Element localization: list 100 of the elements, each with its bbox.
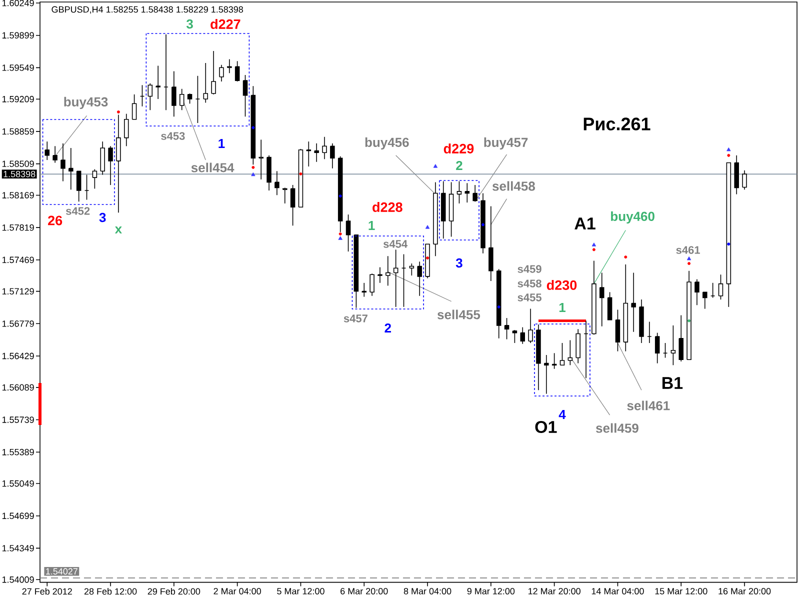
annotation: 2: [456, 160, 462, 170]
annotation: s457: [344, 314, 368, 322]
x-tick-label: 12 Mar 20:00: [528, 588, 580, 594]
annotation: Рис.261: [584, 118, 650, 130]
candlestick: [195, 76, 200, 124]
candlestick: [456, 180, 462, 204]
point: [425, 225, 430, 229]
candlestick: [203, 62, 208, 104]
x-tick-label: 2 Mar 04:00: [214, 588, 261, 594]
y-tick-label: 1.55049: [2, 480, 34, 487]
y-tick-label: 1.56429: [2, 352, 34, 360]
annotation: sell458: [492, 181, 535, 191]
point: [624, 256, 628, 259]
point: [251, 172, 256, 176]
x-tick-label: 15 Mar 12:00: [655, 588, 708, 594]
annotation: s461: [676, 246, 700, 254]
point: [727, 242, 730, 246]
candlestick: [599, 272, 604, 327]
y-tick-label: 1.54349: [2, 545, 34, 552]
y-tick-label: 1.58169: [2, 192, 34, 198]
y-tick-label: 1.58509: [2, 160, 34, 167]
x-tick-label: 28 Feb 12:00: [84, 588, 137, 595]
candlestick: [116, 114, 121, 214]
annotation: x: [114, 226, 122, 234]
candlestick: [84, 174, 90, 200]
candlestick: [378, 266, 382, 284]
annotation: s458: [518, 280, 542, 288]
annotation: 1: [559, 303, 566, 312]
annotation: d227: [210, 19, 240, 29]
point: [592, 248, 596, 252]
point: [727, 154, 730, 157]
candlestick: [488, 206, 494, 282]
chart-title: GBPUSD,H4 1.58255 1.58438 1.58229 1.58398: [52, 6, 244, 14]
y-tick-label: 1.57819: [2, 224, 34, 231]
candlestick: [362, 282, 367, 298]
candlestick: [322, 136, 327, 160]
x-tick-label: 14 Mar 04:00: [592, 588, 644, 594]
y-tick-label: 1.59209: [2, 96, 34, 102]
candlestick: [584, 320, 588, 378]
annotation: 1: [218, 139, 225, 148]
candlestick: [172, 70, 176, 117]
candlestick: [140, 84, 145, 107]
annotation: sell459: [596, 423, 638, 433]
annotation: buy456: [365, 137, 409, 150]
point: [252, 166, 255, 169]
candlestick: [52, 146, 58, 164]
point: [299, 172, 302, 176]
candlestick: [536, 324, 541, 390]
annotation: O1: [535, 420, 557, 434]
ref-line-label: 1.58398: [4, 170, 36, 178]
candlestick: [734, 154, 739, 195]
x-tick-label: 27 Feb 2012: [22, 588, 72, 595]
candlestick: [108, 146, 113, 186]
y-tick-label: 1.54009: [2, 576, 34, 583]
annotation: d229: [444, 144, 474, 154]
x-tick-label: 8 Mar 04:00: [404, 588, 452, 594]
annotation: s459: [518, 265, 542, 273]
annotation: 3: [99, 212, 106, 222]
y-tick-label: 1.59549: [2, 64, 34, 71]
annotation: sell454: [191, 162, 234, 172]
annotation: d228: [372, 202, 402, 212]
candlestick: [330, 142, 335, 169]
candlestick: [124, 113, 129, 147]
y-tick-label: 1.59899: [2, 32, 34, 39]
annotation: 26: [48, 216, 62, 226]
candlestick: [440, 180, 446, 239]
candlestick: [647, 321, 652, 344]
y-tick-label: 1.57129: [2, 288, 34, 295]
candlestick: [662, 342, 668, 358]
point: [688, 319, 691, 322]
point: [338, 194, 342, 198]
point: [338, 236, 342, 240]
ref-line-label: 1.54027: [46, 568, 78, 575]
y-tick-label: 1.55739: [2, 416, 34, 423]
annotation: d230: [546, 280, 577, 290]
annotation: buy460: [611, 211, 654, 224]
candlestick: [417, 261, 422, 296]
point: [338, 232, 342, 236]
point: [497, 305, 500, 308]
candlestick: [68, 148, 74, 190]
point: [688, 262, 691, 266]
annotation: 4: [558, 410, 566, 419]
point: [252, 126, 255, 130]
candlestick: [179, 88, 184, 111]
candlestick: [678, 314, 684, 362]
annotation: 3: [186, 19, 193, 29]
y-tick-label: 1.58859: [2, 128, 34, 135]
candlestick: [639, 299, 644, 344]
candlestick: [258, 139, 264, 180]
y-tick-label: 1.54699: [2, 512, 34, 520]
candlestick: [393, 249, 398, 308]
y-tick-label: 1.60249: [2, 0, 34, 6]
candlestick: [100, 141, 105, 176]
annotation: buy457: [484, 137, 528, 150]
candlestick: [314, 142, 319, 162]
point: [592, 242, 596, 246]
candlestick: [544, 354, 549, 394]
candlestick: [710, 282, 716, 298]
y-tick-label: 1.56779: [2, 320, 34, 327]
candlestick: [401, 254, 406, 308]
